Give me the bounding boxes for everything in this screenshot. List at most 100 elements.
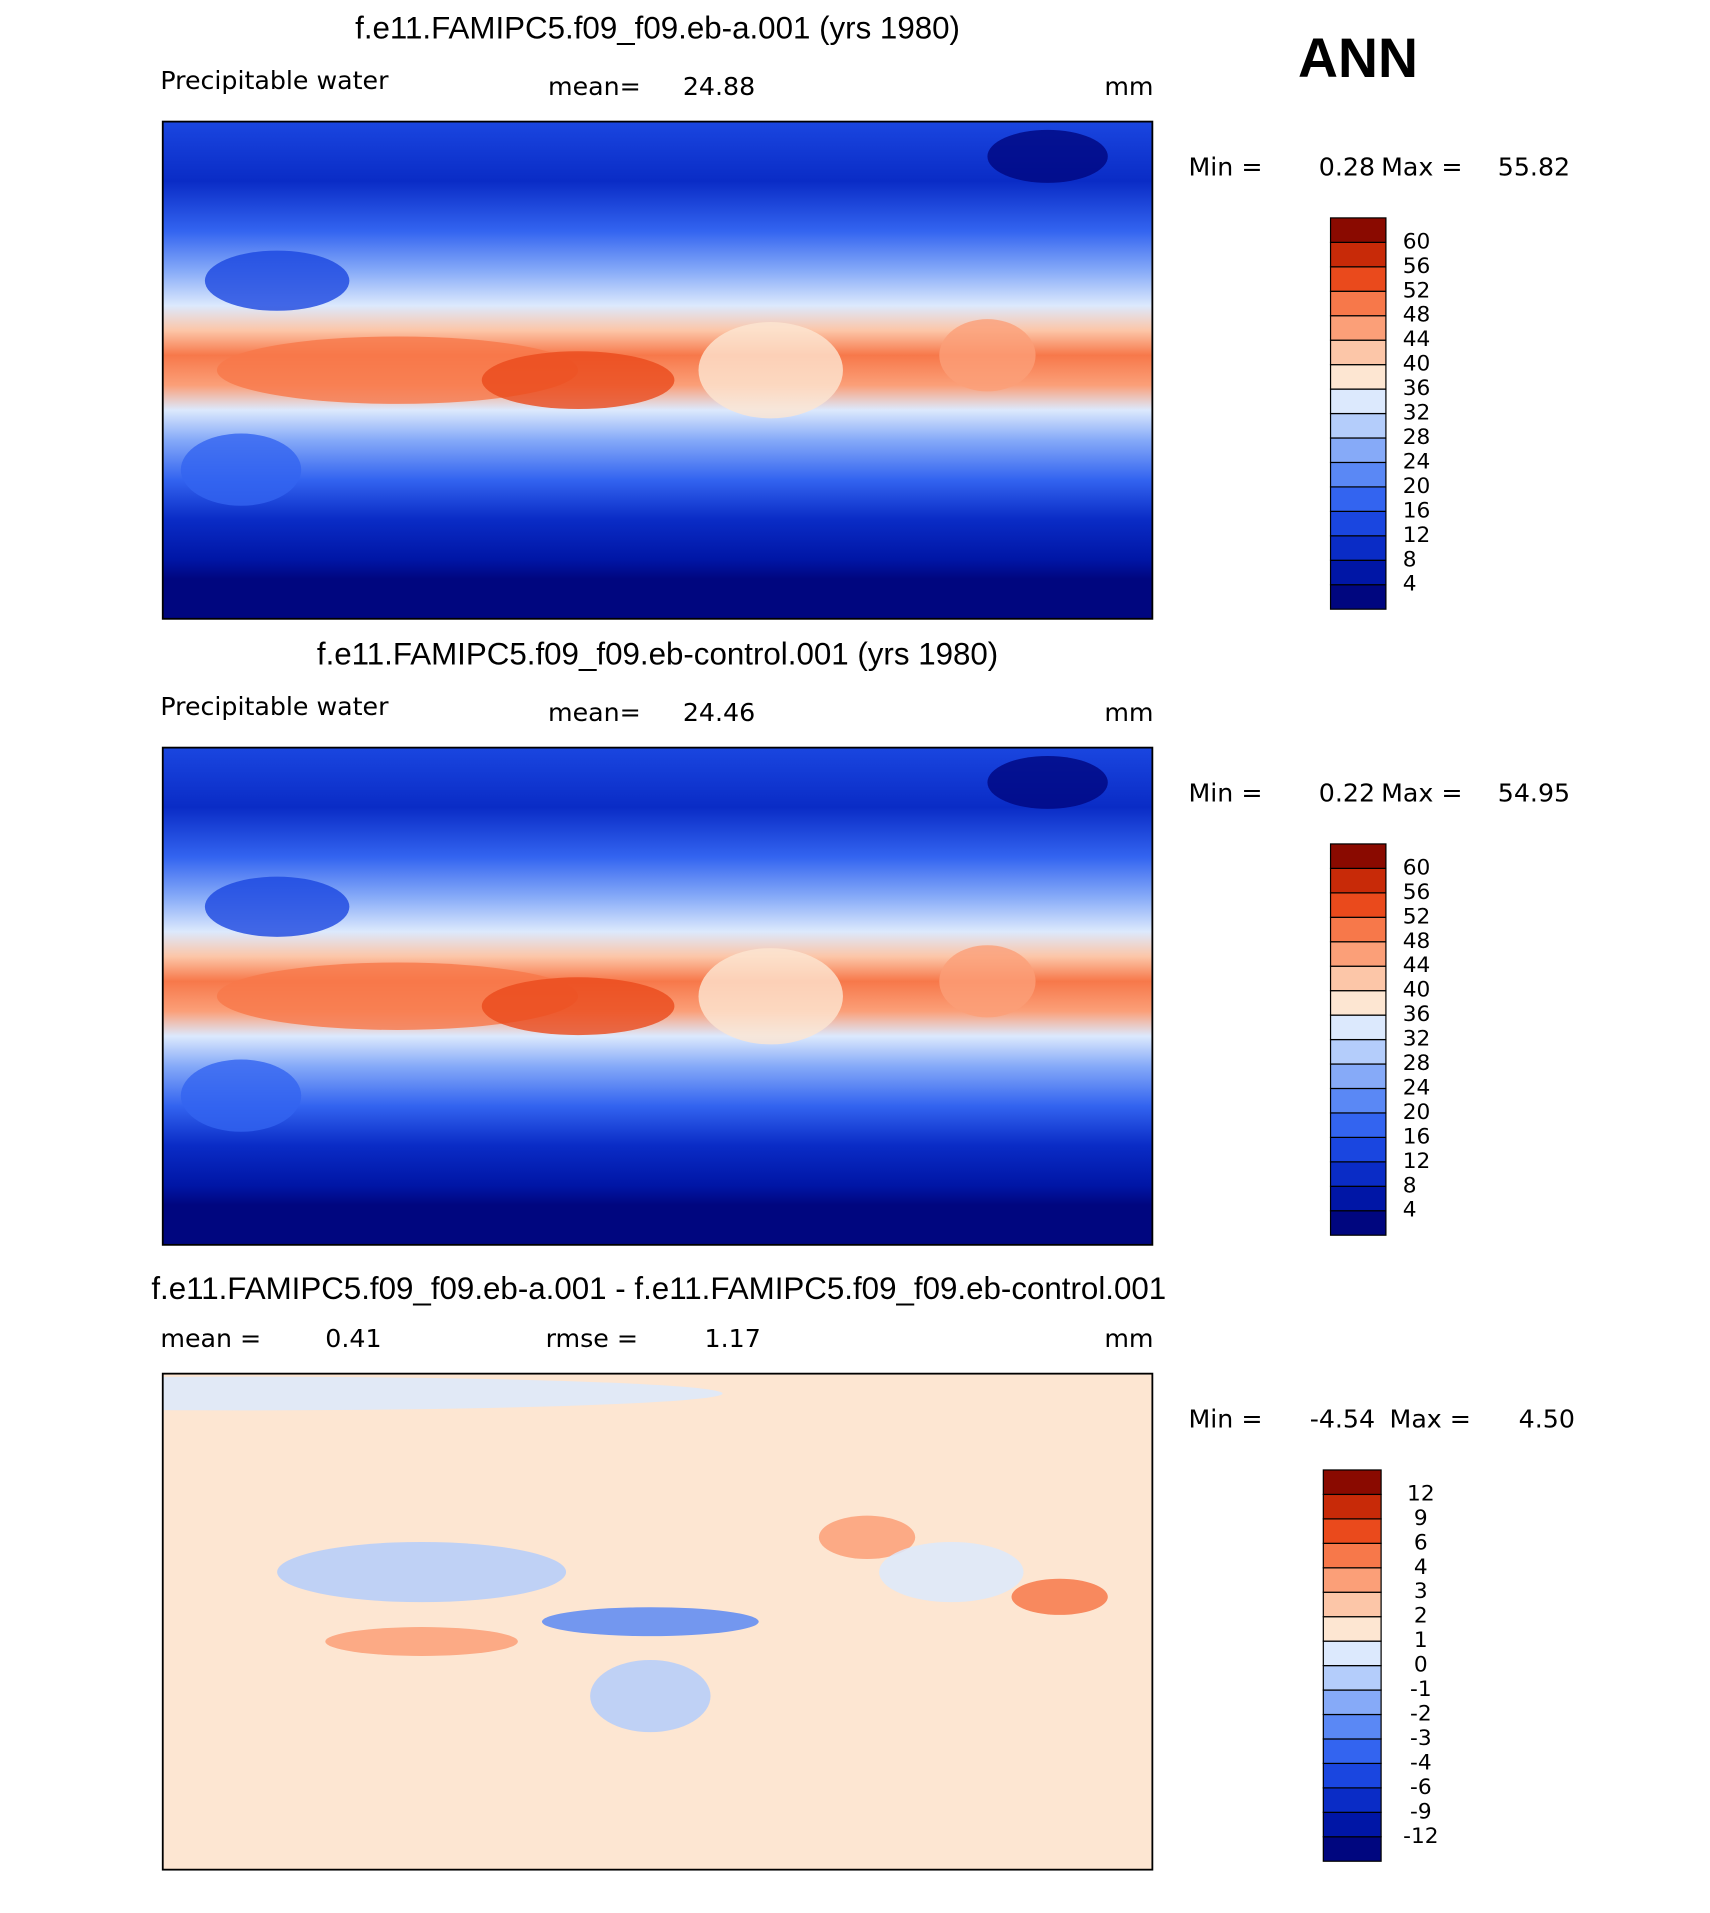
- field-patch: [180, 433, 302, 506]
- units: mm: [1104, 72, 1153, 101]
- map-frame: [161, 1372, 1154, 1871]
- colorbar-label: 40: [1403, 978, 1431, 1003]
- colorbar-box: [1329, 990, 1387, 1016]
- colorbar-box: [1329, 535, 1387, 561]
- units: mm: [1104, 1324, 1153, 1353]
- field-patch: [939, 319, 1036, 392]
- field-patch: [590, 1659, 711, 1733]
- colorbar-box: [1329, 965, 1387, 992]
- max-value: 4.50: [1519, 1405, 1575, 1434]
- colorbar-box: [1322, 1689, 1382, 1716]
- colorbar-label: 60: [1403, 229, 1431, 254]
- colorbar-box: [1329, 1185, 1387, 1212]
- colorbar-label: 9: [1414, 1506, 1428, 1531]
- max-label: Max =: [1381, 779, 1462, 808]
- colorbar-label: 32: [1403, 401, 1431, 426]
- colorbar-box: [1322, 1616, 1382, 1642]
- field-patch: [987, 129, 1108, 183]
- colorbar-label: 4: [1403, 572, 1417, 597]
- colorbar-label: 12: [1403, 1149, 1431, 1174]
- min-label: Min =: [1188, 153, 1262, 182]
- colorbar-label: 52: [1403, 904, 1431, 929]
- variable-name: Precipitable water: [160, 692, 389, 721]
- units: mm: [1104, 698, 1153, 727]
- colorbar-box: [1329, 916, 1387, 943]
- min-value: 0.28: [1319, 153, 1375, 182]
- colorbar-box: [1329, 339, 1387, 366]
- max-value: 54.95: [1498, 779, 1570, 808]
- colorbar-box: [1322, 1738, 1382, 1765]
- colorbar-box: [1322, 1469, 1382, 1496]
- colorbar-label: 28: [1403, 1051, 1431, 1076]
- colorbar-label: 52: [1403, 278, 1431, 303]
- colorbar-label: -3: [1410, 1726, 1432, 1751]
- colorbar-box: [1322, 1493, 1382, 1520]
- mean-label: mean=: [548, 72, 641, 101]
- field-patch: [698, 322, 843, 419]
- max-label: Max =: [1381, 153, 1462, 182]
- colorbar-label: 8: [1403, 547, 1417, 572]
- panel-title: f.e11.FAMIPC5.f09_f09.eb-a.001 (yrs 1980…: [355, 10, 960, 45]
- colorbar-label: 36: [1403, 1002, 1431, 1027]
- colorbar-box: [1322, 1518, 1382, 1544]
- colorbar-label: -9: [1410, 1799, 1432, 1824]
- colorbar-box: [1322, 1542, 1382, 1569]
- colorbar-label: -2: [1410, 1702, 1432, 1727]
- field-patch: [277, 1541, 567, 1603]
- panel-title: f.e11.FAMIPC5.f09_f09.eb-control.001 (yr…: [317, 636, 998, 671]
- variable-name: Precipitable water: [160, 66, 389, 95]
- colorbar-box: [1329, 892, 1387, 918]
- colorbar-label: 56: [1403, 254, 1431, 279]
- min-label: Min =: [1188, 1405, 1262, 1434]
- colorbar-label: 16: [1403, 498, 1431, 523]
- colorbar-box: [1329, 510, 1387, 537]
- colorbar-box: [1329, 461, 1387, 488]
- colorbar-box: [1322, 1787, 1382, 1813]
- colorbar-box: [1329, 559, 1387, 586]
- colorbar-label: 28: [1403, 425, 1431, 450]
- colorbar-box: [1329, 1038, 1387, 1065]
- colorbar-box: [1322, 1567, 1382, 1593]
- colorbar-box: [1322, 1836, 1382, 1862]
- colorbar-box: [1329, 843, 1387, 869]
- min-label: Min =: [1188, 779, 1262, 808]
- colorbar-label: 0: [1414, 1653, 1428, 1678]
- min-value: -4.54: [1310, 1405, 1375, 1434]
- rmse-label: rmse =: [546, 1324, 638, 1353]
- colorbar-label: 24: [1403, 1075, 1431, 1100]
- colorbar-label: 16: [1403, 1124, 1431, 1149]
- colorbar-box: [1329, 412, 1387, 439]
- colorbar-label: 1: [1414, 1628, 1428, 1653]
- colorbar-box: [1329, 584, 1387, 610]
- field-patch: [939, 945, 1036, 1018]
- min-value: 0.22: [1319, 779, 1375, 808]
- colorbar-box: [1329, 1210, 1387, 1236]
- colorbar-label: 24: [1403, 449, 1431, 474]
- colorbar-box: [1329, 388, 1387, 415]
- mean-label: mean=: [548, 698, 641, 727]
- colorbar-box: [1322, 1713, 1382, 1740]
- map: [162, 1373, 1153, 1870]
- colorbar-label: 4: [1414, 1555, 1428, 1580]
- colorbar-label: 3: [1414, 1579, 1428, 1604]
- colorbar-box: [1329, 266, 1387, 292]
- colorbar-label: 40: [1403, 352, 1431, 377]
- colorbar-label: 36: [1403, 376, 1431, 401]
- colorbar-label: -4: [1410, 1750, 1432, 1775]
- field-patch: [818, 1515, 916, 1560]
- colorbar-label: 20: [1403, 1100, 1431, 1125]
- colorbar-label: 48: [1403, 303, 1431, 328]
- field-patch: [162, 1376, 723, 1411]
- colorbar-box: [1329, 867, 1387, 894]
- colorbar-label: 56: [1403, 880, 1431, 905]
- colorbar-box: [1329, 1063, 1387, 1090]
- colorbar-label: -6: [1410, 1775, 1432, 1800]
- map-frame: [161, 746, 1154, 1246]
- map-frame: [161, 120, 1154, 620]
- colorbar-label: 60: [1403, 855, 1431, 880]
- colorbar-box: [1329, 1087, 1387, 1114]
- max-label: Max =: [1390, 1405, 1471, 1434]
- colorbar-label: -12: [1403, 1824, 1438, 1849]
- field-patch: [325, 1627, 518, 1656]
